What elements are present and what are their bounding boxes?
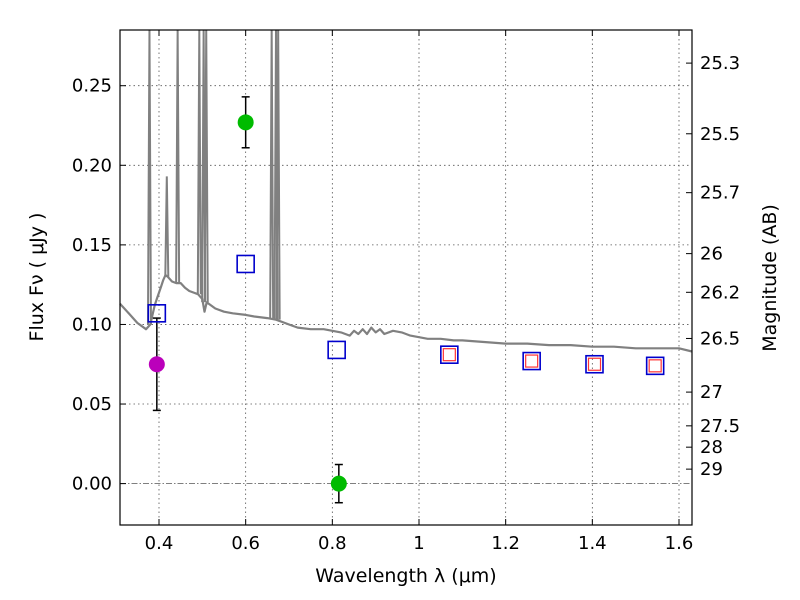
spectrum-emission-line xyxy=(146,29,152,325)
data-point-circle xyxy=(237,114,254,131)
axis-ticks: 0.4 0.6 0.8 1 1.2 1.4 1.6 0.00 0.05 0.10 0.15 0.20 0… xyxy=(72,30,740,554)
y-tick-label: 0.00 xyxy=(72,474,112,495)
model-point-square xyxy=(147,304,167,323)
y-tick-label: 0.25 xyxy=(72,76,112,97)
y-tick-label: 0.05 xyxy=(72,394,112,415)
magnitude-tick-label: 25.3 xyxy=(700,53,740,74)
model-point-square xyxy=(440,345,459,364)
x-tick-label: 1 xyxy=(413,533,424,554)
x-tick-label: 0.8 xyxy=(318,533,347,554)
x-tick-label: 0.6 xyxy=(231,533,260,554)
x-tick-label: 1.4 xyxy=(578,533,607,554)
model-point-square xyxy=(236,254,255,274)
magnitude-tick-label: 28 xyxy=(700,437,723,458)
spectrum-emission-line xyxy=(175,29,181,284)
photometry-points xyxy=(147,96,665,504)
y-tick-label: 0.20 xyxy=(72,155,112,176)
spectrum-emission-line xyxy=(196,29,202,295)
magnitude-tick-label: 25.7 xyxy=(700,183,740,204)
model-point-square xyxy=(585,354,604,374)
model-point-square-red xyxy=(587,357,602,371)
x-axis-label: Wavelength λ (μm) xyxy=(315,565,496,587)
grid-lines xyxy=(120,30,692,525)
data-point-circle xyxy=(148,356,165,373)
model-point-square xyxy=(645,356,665,376)
magnitude-tick-label: 25.5 xyxy=(700,124,740,145)
magnitude-tick-label: 26.2 xyxy=(700,282,740,303)
data-point-circle xyxy=(330,475,347,492)
spectrum-emission-line xyxy=(269,29,275,319)
magnitude-tick-label: 27.5 xyxy=(700,416,740,437)
y-tick-label: 0.15 xyxy=(72,235,112,256)
x-tick-label: 0.4 xyxy=(145,533,174,554)
model-point-square-red xyxy=(442,348,456,362)
y-axis-label-left: Flux Fν ( μJy ) xyxy=(26,213,48,342)
model-point-square xyxy=(522,351,541,371)
magnitude-tick-label: 26 xyxy=(700,244,723,265)
spectrum-emission-line xyxy=(164,176,170,277)
magnitude-tick-label: 26.5 xyxy=(700,328,740,349)
model-point-square xyxy=(327,340,346,360)
model-point-square-red xyxy=(525,354,539,368)
model-point-square-red xyxy=(648,359,662,373)
model-spectrum xyxy=(119,29,693,353)
x-tick-label: 1.6 xyxy=(665,533,694,554)
y-tick-label: 0.10 xyxy=(72,314,112,335)
magnitude-tick-label: 27 xyxy=(700,382,723,403)
x-tick-label: 1.2 xyxy=(491,533,520,554)
plot-frame xyxy=(119,29,693,526)
spectrum-emission-line xyxy=(203,29,209,303)
y-axis-label-right: Magnitude (AB) xyxy=(759,204,781,352)
magnitude-tick-label: 29 xyxy=(700,459,723,480)
